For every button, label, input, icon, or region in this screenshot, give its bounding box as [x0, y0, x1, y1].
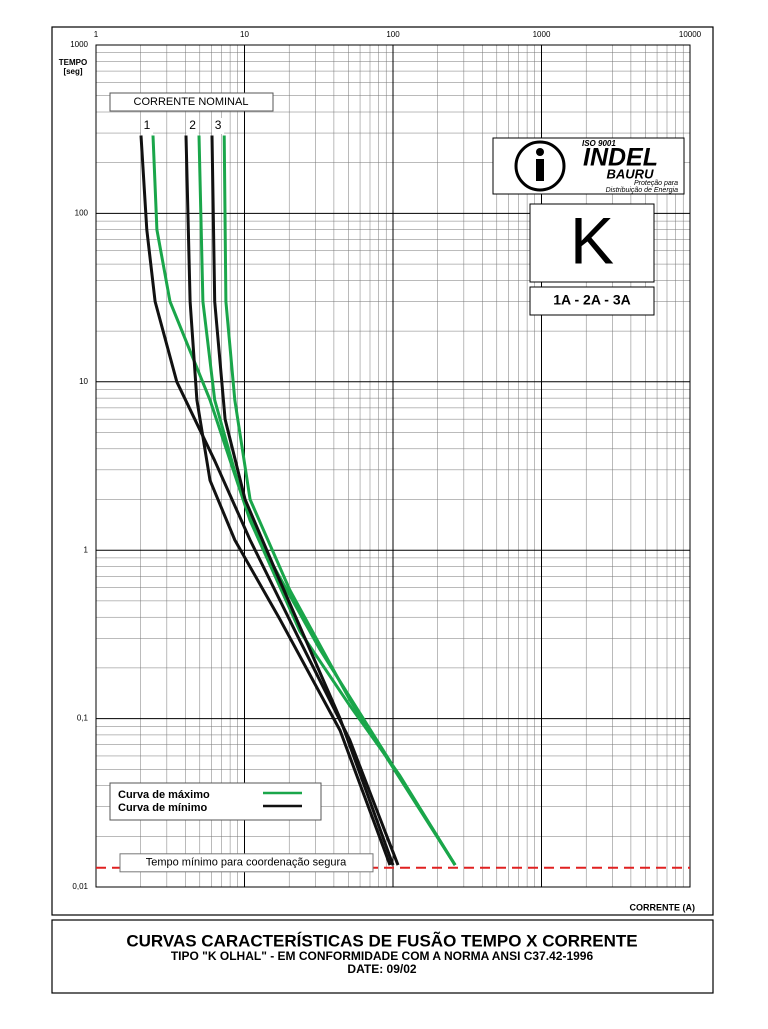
curves [139, 135, 457, 866]
legend-label: Curva de mínimo [118, 802, 208, 814]
logo-icon-stem [536, 159, 544, 181]
y-tick-label: 0,01 [72, 882, 88, 891]
x-label: CORRENTE (A) [630, 902, 696, 912]
logo-tagline: Proteção para [634, 180, 678, 187]
chart-title: CURVAS CARACTERÍSTICAS DE FUSÃO TEMPO X … [126, 930, 637, 950]
overlays: TEMPO [seg] CORRENTE (A) CORRENTE NOMINA… [59, 30, 702, 912]
y-label: [seg] [63, 67, 82, 76]
chart-date: DATE: 09/02 [347, 962, 416, 976]
x-tick-label: 10000 [679, 30, 702, 39]
logo-city: BAURU [607, 166, 655, 181]
x-tick-label: 1 [94, 30, 99, 39]
curve [222, 135, 457, 866]
title-frame [51, 919, 714, 994]
reference-label-box [119, 853, 374, 873]
chart-frame [51, 26, 714, 916]
fuse-label: 2 [189, 118, 196, 132]
ratings-box [529, 286, 655, 316]
logo-iso: ISO 9001 [582, 139, 616, 148]
x-tick-label: 1000 [533, 30, 551, 39]
fuse-label: 1 [144, 118, 151, 132]
x-tick-label: 100 [386, 30, 400, 39]
type-box [529, 203, 655, 283]
y-label: TEMPO [59, 58, 87, 67]
logo-brand: INDEL [583, 144, 658, 172]
y-tick-label: 1 [84, 545, 89, 554]
fuse-label: 3 [215, 118, 222, 132]
logo-tagline: Distribuição de Energia [606, 187, 678, 194]
fuse-label-bg [212, 118, 225, 134]
reference-label: Tempo mínimo para coordenação segura [146, 857, 347, 869]
y-tick-label: 100 [75, 209, 89, 218]
curve [197, 135, 457, 866]
x-tick-label: 10 [240, 30, 249, 39]
chart-subtitle: TIPO "K OLHAL" - EM CONFORMIDADE COM A N… [171, 949, 594, 963]
curve [210, 135, 395, 866]
fuse-label-bg [141, 118, 154, 134]
curve [139, 135, 400, 866]
fuse-type: K [570, 203, 614, 277]
y-tick-label: 1000 [70, 40, 88, 49]
curve [184, 135, 392, 866]
nominal-header: CORRENTE NOMINAL [134, 96, 249, 108]
legend-box [109, 782, 322, 821]
nominal-box [109, 92, 274, 112]
y-tick-label: 0,1 [77, 714, 89, 723]
fuse-label-bg [186, 118, 199, 134]
legend-label: Curva de máximo [118, 789, 210, 801]
logo-icon-dot [536, 148, 544, 156]
y-tick-label: 10 [79, 377, 88, 386]
ratings: 1A - 2A - 3A [553, 292, 631, 308]
